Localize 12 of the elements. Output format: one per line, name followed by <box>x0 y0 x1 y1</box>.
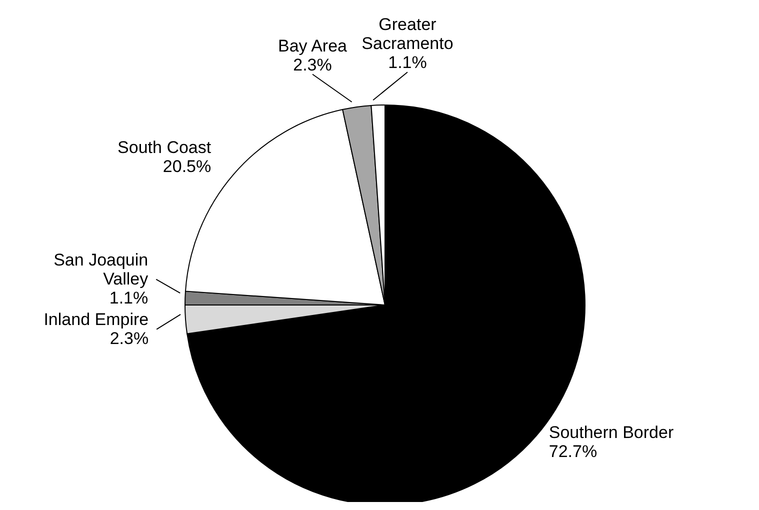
slice-label: San Joaquin Valley <box>54 250 149 288</box>
data-label: 2.3% <box>293 55 332 74</box>
slice-label: Greater Sacramento <box>362 15 454 54</box>
data-label: 1.1% <box>109 288 148 308</box>
data-label: 2.3% <box>110 328 149 348</box>
slice-label: Southern Border <box>548 423 674 442</box>
data-label: 72.7% <box>548 442 598 462</box>
data-label: 20.5% <box>162 156 212 176</box>
data-label: 1.1% <box>388 53 427 72</box>
slice-label: Bay Area <box>278 36 348 56</box>
slice-label: Inland Empire <box>44 310 149 329</box>
slice-label: South Coast <box>118 138 212 157</box>
